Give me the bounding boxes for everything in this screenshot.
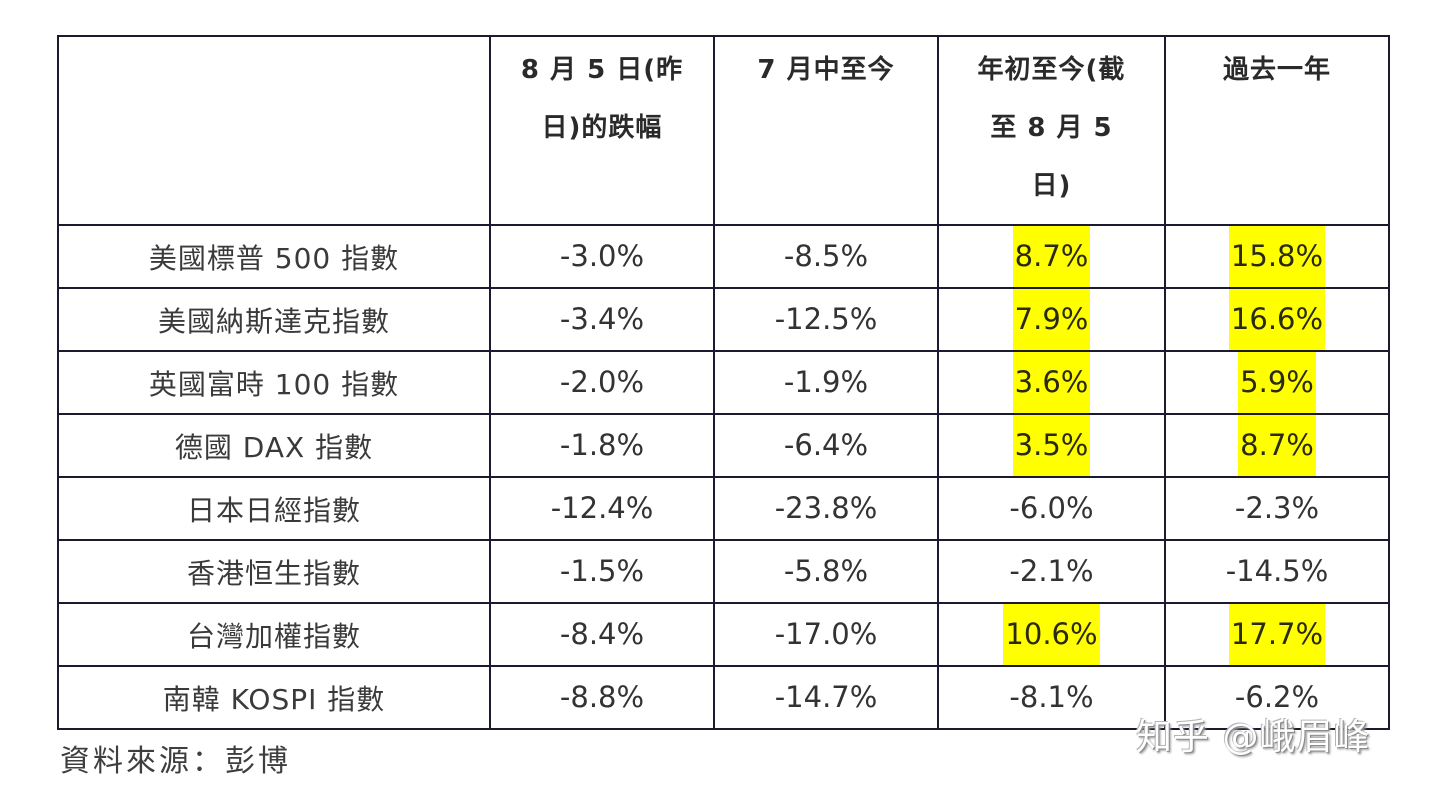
header-daily-drop: 8 月 5 日(昨 日)的跌幅 xyxy=(489,35,715,226)
table-row: 香港恒生指數 -1.5% -5.8% -2.1% -14.5% xyxy=(57,539,1390,604)
since-mid-july-cell: -5.8% xyxy=(713,539,939,604)
since-mid-july-cell: -17.0% xyxy=(713,602,939,667)
header-past-year-label: 過去一年 xyxy=(1222,55,1331,85)
highlight: 5.9% xyxy=(1238,352,1316,413)
daily-drop-cell: -3.4% xyxy=(489,287,715,352)
table-row: 日本日經指數 -12.4% -23.8% -6.0% -2.3% xyxy=(57,476,1390,541)
index-name: 美國納斯達克指數 xyxy=(57,287,491,352)
since-mid-july-cell: -6.4% xyxy=(713,413,939,478)
header-since-mid-july-label: 7 月中至今 xyxy=(757,55,895,85)
table-row: 英國富時 100 指數 -2.0% -1.9% 3.6% 5.9% xyxy=(57,350,1390,415)
header-past-year: 過去一年 xyxy=(1164,35,1390,226)
ytd-cell: 8.7% xyxy=(937,224,1166,289)
header-ytd-label: 年初至今(截 至 8 月 5 日) xyxy=(977,55,1126,201)
past-year-cell: 15.8% xyxy=(1164,224,1390,289)
index-performance-table: 8 月 5 日(昨 日)的跌幅 7 月中至今 年初至今(截 至 8 月 5 日)… xyxy=(57,35,1390,730)
table-row: 台灣加權指數 -8.4% -17.0% 10.6% 17.7% xyxy=(57,602,1390,667)
highlight: 7.9% xyxy=(1012,289,1091,350)
past-year-cell: 16.6% xyxy=(1164,287,1390,352)
highlight: 15.8% xyxy=(1228,226,1326,287)
daily-drop-cell: -1.8% xyxy=(489,413,715,478)
highlight: 3.5% xyxy=(1012,415,1091,476)
daily-drop-cell: -2.0% xyxy=(489,350,715,415)
highlight: 8.7% xyxy=(1012,226,1091,287)
header-daily-drop-label: 8 月 5 日(昨 日)的跌幅 xyxy=(520,55,684,143)
past-year-cell: -14.5% xyxy=(1164,539,1390,604)
table-row: 美國納斯達克指數 -3.4% -12.5% 7.9% 16.6% xyxy=(57,287,1390,352)
past-year-cell: -2.3% xyxy=(1164,476,1390,541)
ytd-cell: -8.1% xyxy=(937,665,1166,730)
index-name: 台灣加權指數 xyxy=(57,602,491,667)
daily-drop-cell: -3.0% xyxy=(489,224,715,289)
daily-drop-cell: -8.4% xyxy=(489,602,715,667)
table-row: 德國 DAX 指數 -1.8% -6.4% 3.5% 8.7% xyxy=(57,413,1390,478)
header-ytd: 年初至今(截 至 8 月 5 日) xyxy=(937,35,1166,226)
index-name: 德國 DAX 指數 xyxy=(57,413,491,478)
index-name: 南韓 KOSPI 指數 xyxy=(57,665,491,730)
watermark: 知乎 @峨眉峰 xyxy=(1136,717,1371,758)
since-mid-july-cell: -12.5% xyxy=(713,287,939,352)
ytd-cell: 7.9% xyxy=(937,287,1166,352)
highlight: 16.6% xyxy=(1228,289,1326,350)
ytd-cell: 3.5% xyxy=(937,413,1166,478)
since-mid-july-cell: -14.7% xyxy=(713,665,939,730)
index-name: 香港恒生指數 xyxy=(57,539,491,604)
header-row: 8 月 5 日(昨 日)的跌幅 7 月中至今 年初至今(截 至 8 月 5 日)… xyxy=(57,35,1390,226)
index-name: 英國富時 100 指數 xyxy=(57,350,491,415)
highlight: 8.7% xyxy=(1238,415,1316,476)
daily-drop-cell: -1.5% xyxy=(489,539,715,604)
past-year-cell: 5.9% xyxy=(1164,350,1390,415)
highlight: 10.6% xyxy=(1003,604,1100,665)
daily-drop-cell: -12.4% xyxy=(489,476,715,541)
ytd-cell: 3.6% xyxy=(937,350,1166,415)
header-since-mid-july: 7 月中至今 xyxy=(713,35,939,226)
highlight: 3.6% xyxy=(1012,352,1091,413)
table-row: 南韓 KOSPI 指數 -8.8% -14.7% -8.1% -6.2% xyxy=(57,665,1390,730)
daily-drop-cell: -8.8% xyxy=(489,665,715,730)
past-year-cell: 8.7% xyxy=(1164,413,1390,478)
index-name: 美國標普 500 指數 xyxy=(57,224,491,289)
table-row: 美國標普 500 指數 -3.0% -8.5% 8.7% 15.8% xyxy=(57,224,1390,289)
index-name: 日本日經指數 xyxy=(57,476,491,541)
since-mid-july-cell: -23.8% xyxy=(713,476,939,541)
past-year-cell: 17.7% xyxy=(1164,602,1390,667)
ytd-cell: -6.0% xyxy=(937,476,1166,541)
since-mid-july-cell: -8.5% xyxy=(713,224,939,289)
header-index-name xyxy=(57,35,491,226)
ytd-cell: 10.6% xyxy=(937,602,1166,667)
ytd-cell: -2.1% xyxy=(937,539,1166,604)
highlight: 17.7% xyxy=(1228,604,1326,665)
data-source-note: 資料來源：彭博 xyxy=(60,744,291,779)
past-year-cell: -6.2% xyxy=(1164,665,1390,730)
since-mid-july-cell: -1.9% xyxy=(713,350,939,415)
